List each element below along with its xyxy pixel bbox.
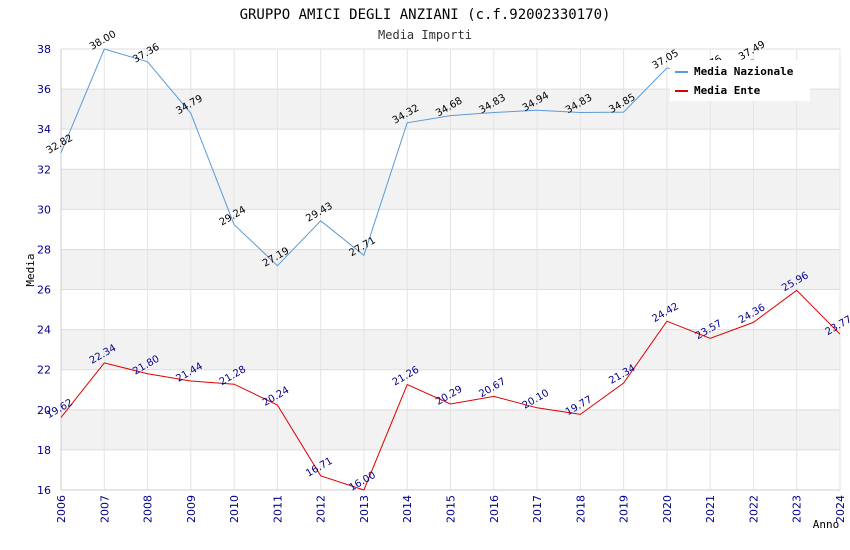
gridlines <box>60 48 841 491</box>
data-label: 20.24 <box>261 385 291 409</box>
y-tick-label: 32 <box>37 163 51 176</box>
x-tick-label: 2014 <box>401 495 414 523</box>
x-tick-label: 2016 <box>488 495 501 523</box>
x-tick-label: 2024 <box>834 495 847 523</box>
legend: Media Nazionale Media Ente <box>670 60 810 101</box>
x-tick-label: 2020 <box>661 495 674 523</box>
x-tick-label: 2023 <box>791 495 804 523</box>
y-tick-label: 36 <box>37 83 51 96</box>
y-axis-label: Media <box>24 253 37 286</box>
series-lines <box>60 48 841 491</box>
x-tick-label: 2007 <box>98 495 111 523</box>
x-tick-label: 2022 <box>747 495 760 523</box>
y-tick-label: 22 <box>37 364 51 377</box>
data-label: 24.42 <box>650 301 680 325</box>
x-tick-label: 2012 <box>315 495 328 523</box>
y-tick-label: 38 <box>37 43 51 56</box>
y-tick-label: 18 <box>37 444 51 457</box>
x-tick-label: 2008 <box>142 495 155 523</box>
x-tick-label: 2021 <box>704 495 717 523</box>
legend-box <box>670 60 810 101</box>
chart-title: GRUPPO AMICI DEGLI ANZIANI (c.f.92002330… <box>240 7 611 23</box>
y-tick-label: 30 <box>37 203 51 216</box>
x-tick-label: 2010 <box>228 495 241 523</box>
series-line-media-ente <box>60 289 841 491</box>
x-tick-label: 2017 <box>531 495 544 523</box>
x-tick-label: 2015 <box>445 495 458 523</box>
chart-subtitle: Media Importi <box>378 28 472 42</box>
x-tick-label: 2009 <box>185 495 198 523</box>
y-tick-label: 24 <box>37 324 51 337</box>
y-tick-label: 16 <box>37 484 51 497</box>
x-axis-label: Anno <box>813 518 840 531</box>
y-tick-label: 26 <box>37 284 51 297</box>
data-label: 37.36 <box>131 42 161 66</box>
legend-label: Media Nazionale <box>694 65 794 78</box>
data-label: 32.82 <box>45 133 75 157</box>
data-label: 16.71 <box>304 456 334 480</box>
series-line-media-nazionale <box>60 48 754 267</box>
x-tick-label: 2011 <box>271 495 284 523</box>
x-tick-label: 2019 <box>618 495 631 523</box>
x-tick-label: 2013 <box>358 495 371 523</box>
y-tick-label: 28 <box>37 243 51 256</box>
x-tick-label: 2006 <box>55 495 68 523</box>
y-tick-label: 34 <box>37 123 51 136</box>
legend-label: Media Ente <box>694 84 761 97</box>
data-label: 20.29 <box>434 384 464 408</box>
y-tick-label: 20 <box>37 404 51 417</box>
x-tick-label: 2018 <box>574 495 587 523</box>
